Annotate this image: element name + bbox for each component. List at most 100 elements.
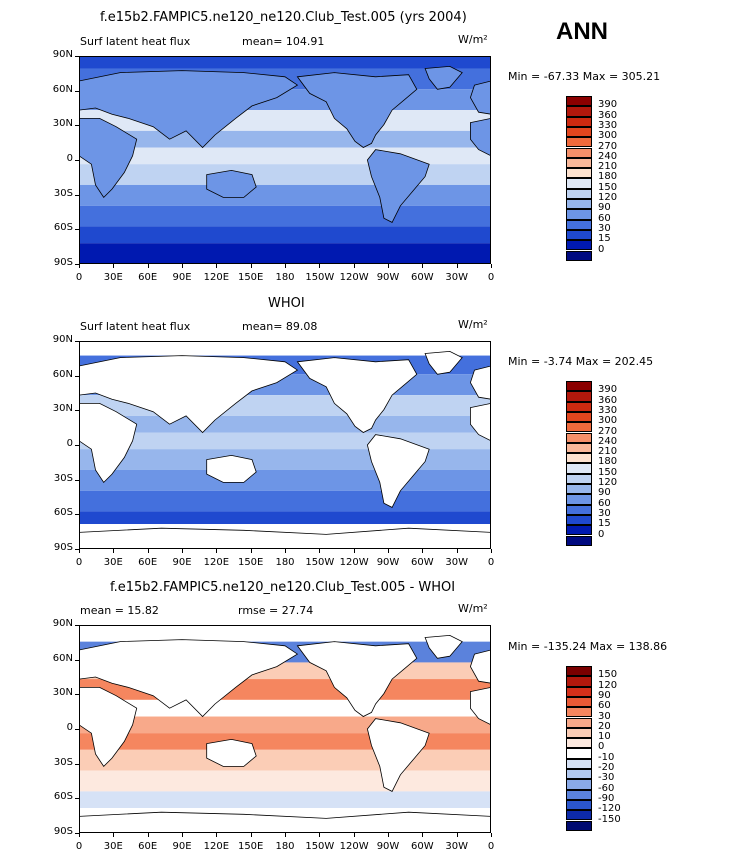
panel1-lon-tick (113, 264, 115, 268)
australia-outline (206, 454, 257, 483)
panel2-colorbar-label: 15 (598, 518, 611, 530)
americas-s-outline (366, 434, 430, 508)
panel2-lat-tick-label: 90N (52, 334, 73, 345)
panel3-colorbar-box (566, 748, 592, 759)
panel2-lon-tick-label: 120W (339, 557, 369, 568)
panel1-colorbar-box (566, 168, 592, 179)
panel1-lon-tick-label: 60E (138, 272, 158, 283)
panel2-lon-tick-label: 180 (275, 557, 295, 568)
panel2-lon-tick-label: 90W (376, 557, 400, 568)
panel1-lon-tick-label: 150W (305, 272, 335, 283)
panel2-lon-tick (250, 549, 252, 553)
panel1-lon-tick-label: 30E (103, 272, 123, 283)
panel3-title: f.e15b2.FAMPIC5.ne120_ne120.Club_Test.00… (110, 580, 456, 595)
panel3-mean-label: mean = 15.82 (80, 604, 159, 617)
panel3-rmse-label: rmse = 27.74 (238, 604, 314, 617)
panel1-lon-tick-label: 120W (339, 272, 369, 283)
panel2-lon-tick (285, 549, 286, 553)
panel1-lat-tick (75, 125, 79, 127)
panel2-lon-tick-label: 150W (305, 557, 335, 568)
panel2-lon-tick (388, 549, 389, 553)
panel3-map: 90N 60N 30N 0 30S 60S 90S 0 30E 60E 90E 120E 150E 180… (53, 618, 494, 852)
panel2-lon-tick-label: 0 (487, 557, 495, 568)
panel2-colorbar-box (566, 401, 592, 412)
panel2-lat-tick (75, 549, 79, 550)
panel3-lon-tick-label: 30W (445, 841, 468, 852)
panel1-colorbar-label: 360 (598, 109, 618, 121)
panel3-lon-tick-label: 30E (103, 841, 123, 852)
panel1-colorbar-label: 150 (598, 181, 618, 193)
panel2-colorbar-label: 90 (598, 487, 611, 499)
panel2-colorbar-box (566, 391, 592, 402)
panel1-lat-tick-label: 30N (52, 118, 73, 130)
panel3-rmse-value: 27.74 (281, 604, 314, 617)
panel2-colorbar-box (566, 411, 592, 423)
panel1-lon-tick-label: 90E (172, 272, 192, 283)
panel1-field-band (79, 130, 491, 148)
panel2-lat-tick-label: 60S (53, 507, 73, 519)
panel1-map-svg (78, 56, 492, 264)
africa-outline (78, 118, 138, 199)
panel3-lat-tick-label: 30S (53, 756, 73, 768)
panel2-field-band (79, 449, 491, 470)
panel3-lon-tick-label: 150E (237, 841, 264, 852)
panel2-colorbar-label: 390 (598, 384, 618, 396)
panel3-colorbar-label: -10 (598, 751, 615, 763)
panel1-colorbar-box (566, 199, 592, 210)
panel3-colorbar-box (566, 686, 592, 697)
panel3-field-band (79, 699, 491, 717)
eurasia-outline (78, 639, 299, 718)
europe-w-outline (469, 649, 492, 684)
panel3-lat-tick (75, 729, 79, 730)
panel1-lat-tick (75, 90, 79, 92)
panel1-colorbar-label: 15 (598, 233, 611, 245)
panel3-colorbar-label: -20 (598, 762, 615, 773)
panel3-lon-tick-label: 90E (172, 841, 192, 852)
panel1-lon-tick (456, 264, 458, 268)
panel1-lon-tick (388, 264, 389, 268)
panel1-lat-tick (75, 264, 79, 265)
panel3-colorbar-label: 120 (598, 679, 618, 691)
panel1-lon-tick-label: 0 (487, 272, 495, 283)
panel2-map-svg (78, 341, 492, 550)
panel1-lon-tick-label: 180 (275, 272, 295, 283)
panel3-lon-tick (216, 833, 218, 837)
panel3-colorbar-label: 150 (598, 669, 618, 681)
panel3-lon-tick-label: 60W (411, 841, 434, 852)
panel2-lat-tick (75, 514, 79, 516)
panel3-lat-tick (75, 763, 79, 765)
panel3-lon-tick (353, 833, 355, 837)
panel1-colorbar-box (566, 229, 592, 241)
panel2-colorbar-label: 180 (598, 456, 618, 468)
panel3-lat-tick (75, 659, 79, 661)
panel2-colorbar-label: 60 (598, 497, 611, 509)
eurasia-outline (78, 355, 299, 434)
panel3-lon-tick-label: 180 (275, 841, 295, 852)
panel2-colorbar-box (566, 381, 592, 392)
panel2-colorbar-label: 120 (598, 477, 618, 488)
panel1-lon-tick (422, 264, 424, 268)
panel1-colorbar-label: 390 (598, 99, 618, 111)
panel2-colorbar-box (566, 525, 592, 536)
panel1-lon-tick (353, 264, 355, 268)
panel3-colorbar-box (566, 799, 592, 811)
panel1-lat-tick-label: 30S (53, 187, 73, 199)
australia-outline (206, 738, 257, 767)
panel2-title: WHOI (268, 296, 305, 311)
panel1-lat-tick-label: 0 (66, 153, 73, 164)
panel1-colorbar-box (566, 126, 592, 138)
panel2-field-band (79, 511, 491, 525)
panel2-lat-tick (75, 410, 79, 412)
panel1-lon-tick-label: 120E (203, 272, 230, 283)
europe-w-outline (469, 80, 492, 115)
panel2-map: 90N 60N 30N 0 30S 60S 90S 0 30E 60E 90E 120E 150E 180… (53, 334, 494, 568)
panel3-colorbar-box (566, 758, 592, 769)
panel2-lat-tick-label: 30S (53, 472, 73, 484)
panel3-colorbar-label: 30 (598, 710, 611, 722)
greenland-outline (424, 65, 463, 90)
panel1-colorbar-box (566, 157, 592, 169)
panel3-lon-tick (113, 833, 115, 837)
panel1-map: 90N 60N 30N 0 30S 60S 90S 0 30E 60E 90E 120E 150E 180… (53, 49, 494, 283)
panel3-field-band (79, 749, 491, 771)
panel1-lon-tick (250, 264, 252, 268)
